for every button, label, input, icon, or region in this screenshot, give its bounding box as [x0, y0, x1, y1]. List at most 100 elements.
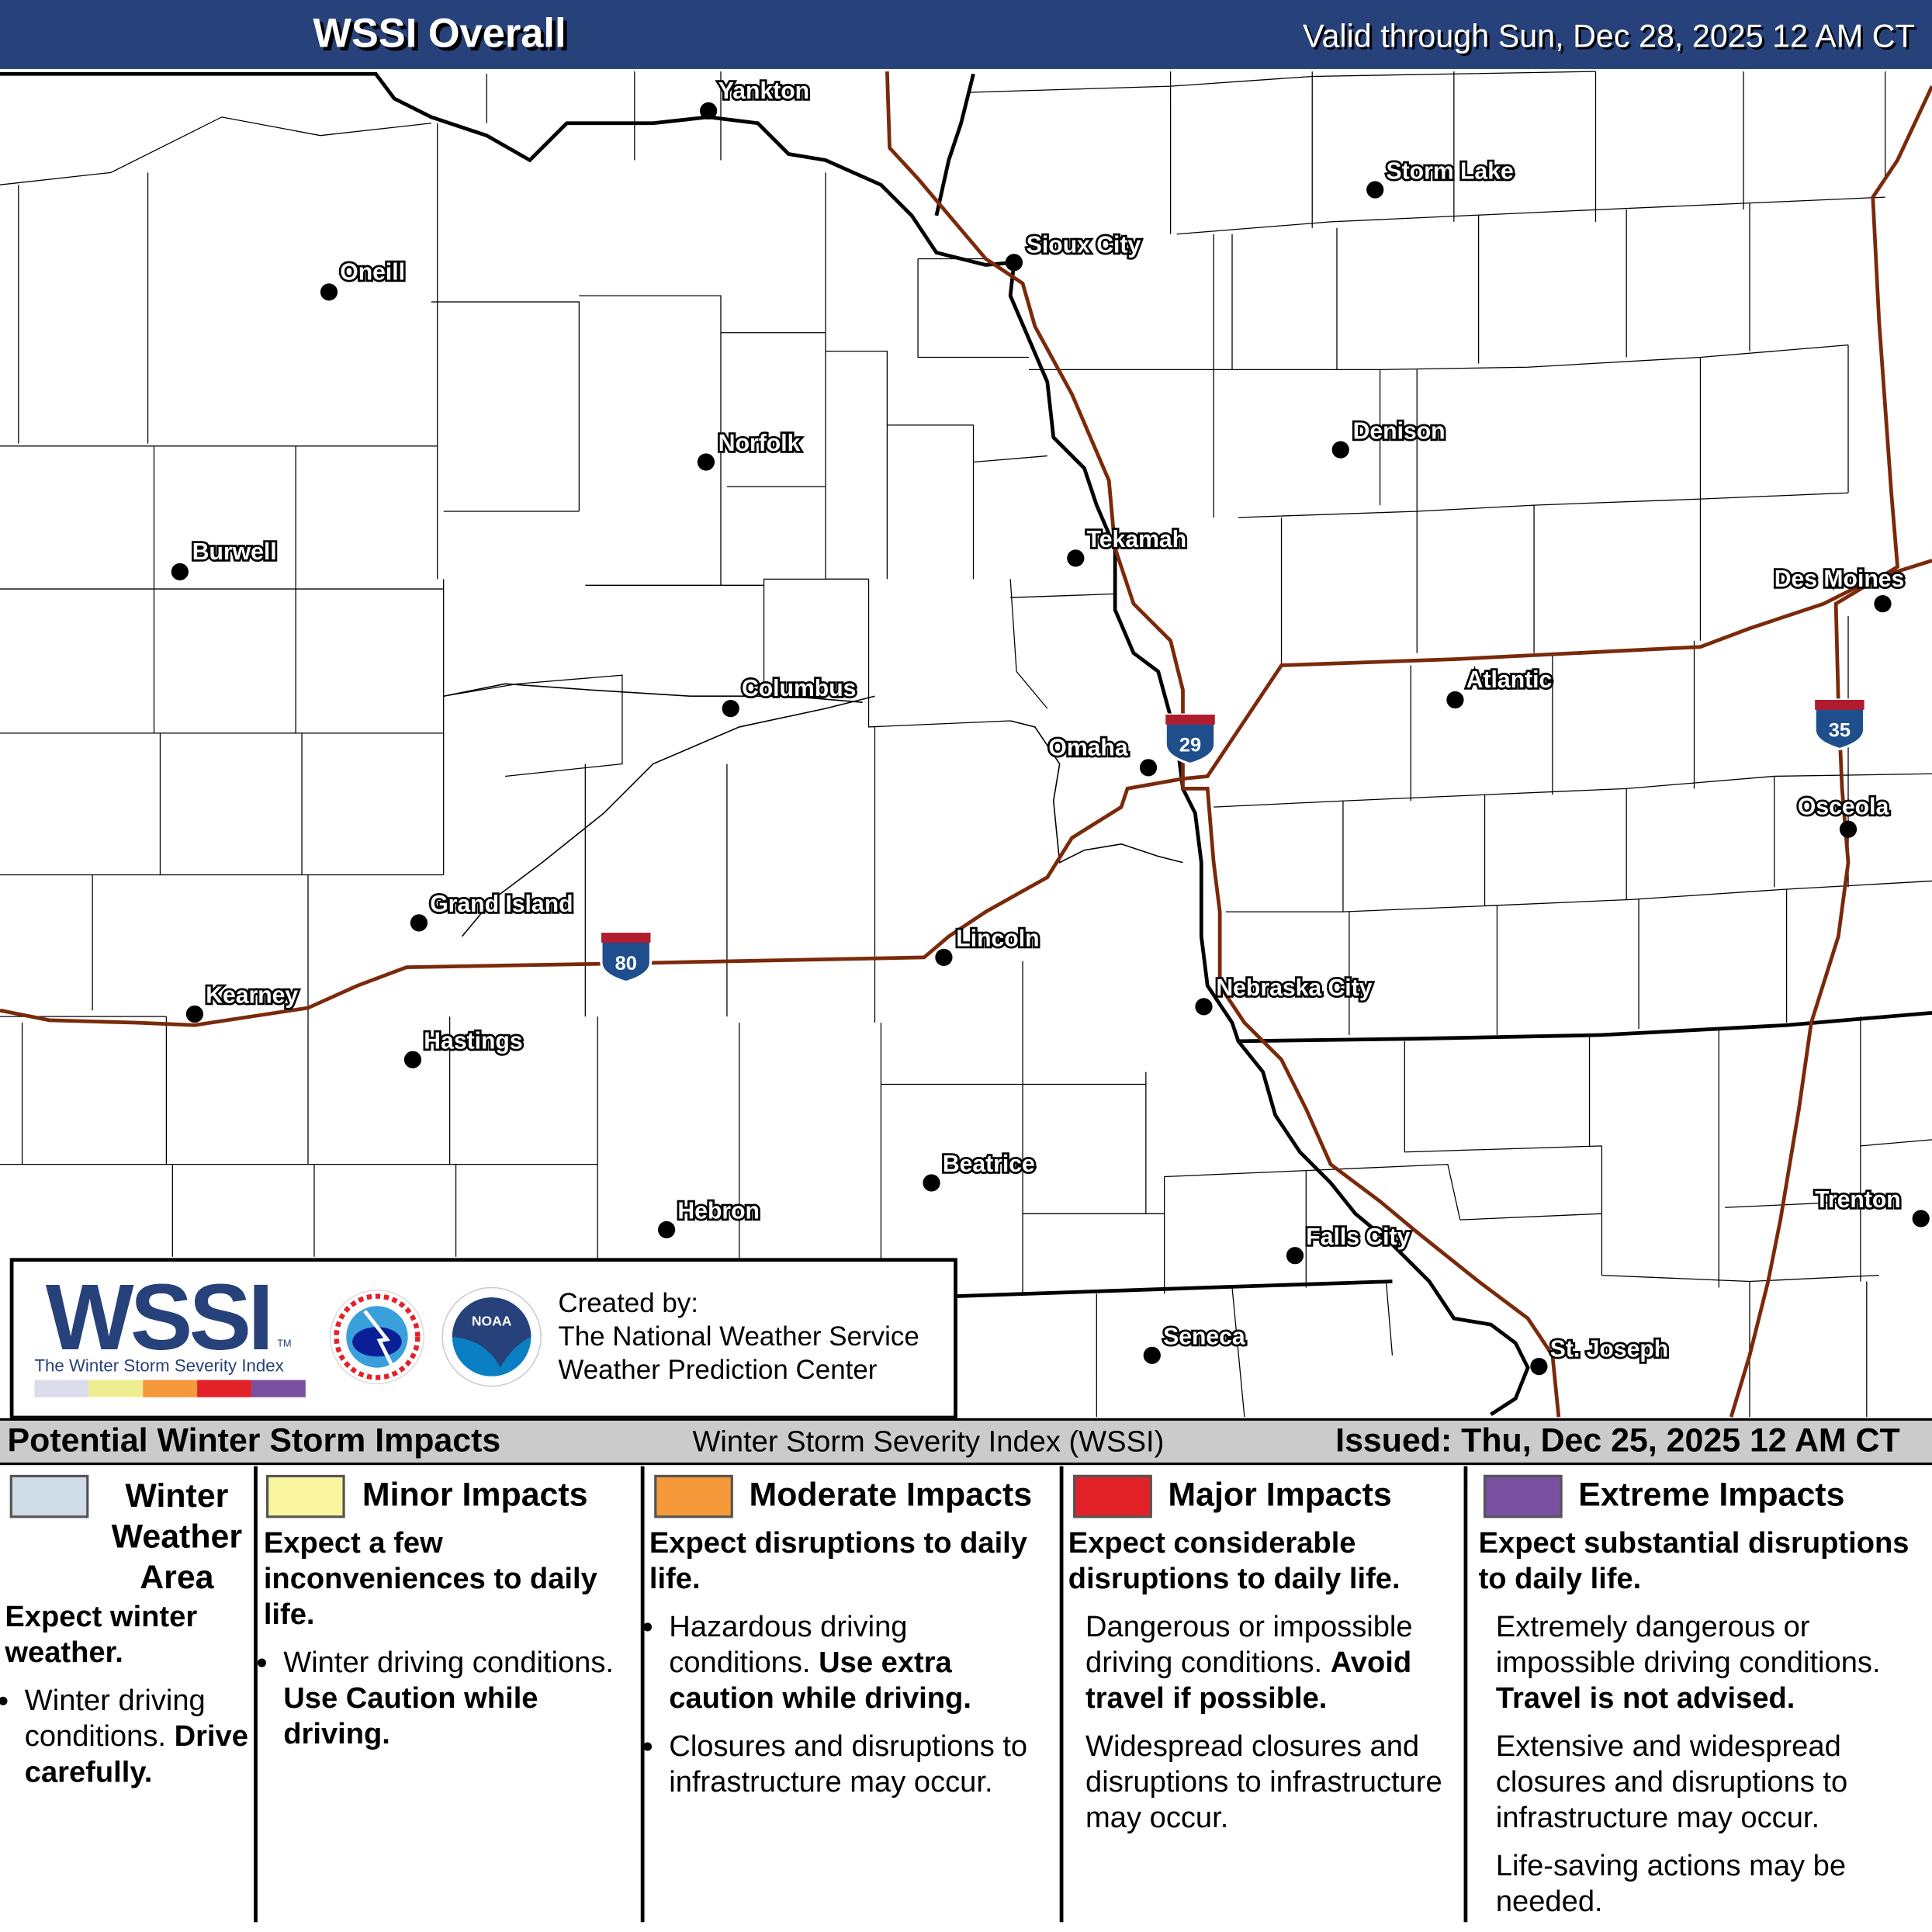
legend-item: Dangerous or impossible driving conditio…: [1085, 1609, 1460, 1716]
legend-item: Extensive and widespread closures and di…: [1496, 1729, 1928, 1836]
city-dot: [1874, 595, 1892, 613]
city-dot: [935, 948, 953, 966]
city-dot: [320, 283, 338, 301]
divider: [1059, 1466, 1064, 1923]
color-swatch: [197, 1380, 251, 1397]
svg-text:NOAA: NOAA: [472, 1314, 512, 1329]
city-label: Kearney: [206, 983, 298, 1009]
city-label: Nebraska City: [1216, 975, 1372, 1001]
city-marker: Nebraska City: [1195, 973, 1375, 1016]
legend-item: Extremely dangerous or impossible drivin…: [1496, 1609, 1928, 1716]
index-name: Winter Storm Severity Index (WSSI): [692, 1425, 1165, 1459]
credit-text: Created by: The National Weather Service…: [558, 1286, 919, 1387]
city-label: Omaha: [1048, 735, 1127, 760]
item-text: Extensive and widespread closures and di…: [1495, 1729, 1848, 1835]
logo-box: WSSI TM The Winter Storm Severity Index …: [9, 1258, 957, 1420]
county-lines: [0, 71, 1932, 1418]
city-label: Atlantic: [1466, 667, 1553, 693]
item-text: Dangerous or impossible driving conditio…: [1085, 1610, 1413, 1680]
noaa-logo-icon: NOAA: [441, 1286, 542, 1387]
credit-line: Weather Prediction Center: [558, 1354, 878, 1385]
city-marker: Kearney: [185, 981, 300, 1023]
legend-swatch: [654, 1474, 733, 1518]
city-marker: Burwell: [171, 537, 279, 580]
legend-headline: Expect disruptions to daily life.: [649, 1526, 1027, 1596]
legend-label: Moderate Impacts: [749, 1476, 1033, 1514]
color-swatch: [143, 1380, 198, 1397]
severity-color-bar: [34, 1380, 306, 1397]
city-dot: [1139, 759, 1158, 777]
item-text: Winter driving conditions.: [283, 1646, 615, 1680]
credit-line: Created by:: [558, 1287, 698, 1319]
city-label: Columbus: [742, 676, 856, 701]
item-text: Closures and disruptions to infrastructu…: [669, 1729, 1028, 1799]
city-label: Osceola: [1798, 795, 1889, 820]
city-marker: Lincoln: [935, 924, 1041, 966]
legend-item: Hazardous driving conditions. Use extra …: [669, 1609, 1056, 1716]
issued-time: Issued: Thu, Dec 25, 2025 12 AM CT: [1335, 1421, 1900, 1459]
city-label: Norfolk: [718, 431, 801, 456]
interstate-35-shield: 35: [1813, 698, 1866, 751]
item-emphasis: Use extra caution while driving.: [669, 1646, 971, 1716]
city-dot: [1366, 181, 1384, 199]
city-label: Seneca: [1163, 1324, 1245, 1350]
city-dot: [1912, 1210, 1930, 1227]
city-marker: Sioux City: [1005, 230, 1143, 272]
city-marker: Yankton: [699, 76, 812, 120]
city-dot: [1286, 1247, 1304, 1265]
city-marker: Atlantic: [1446, 665, 1554, 709]
city-marker: Falls City: [1286, 1222, 1412, 1265]
map: 80 29 35 Yankton Storm Lake Sioux City Onei…: [0, 71, 1932, 1418]
city-dot: [1143, 1346, 1161, 1364]
city-dot: [722, 699, 739, 718]
city-marker: Denison: [1331, 417, 1447, 459]
city-marker: Oneill: [320, 258, 407, 301]
city-label: Storm Lake: [1387, 158, 1514, 184]
city-label: Hastings: [424, 1028, 522, 1054]
legend-title: Potential Winter Storm Impacts: [7, 1421, 501, 1459]
item-text: Hazardous driving conditions.: [669, 1610, 908, 1680]
color-swatch: [88, 1380, 144, 1397]
interstate-80-label: 80: [615, 953, 637, 975]
agency-logos: NOAA: [329, 1286, 542, 1387]
item-emphasis: Drive carefully.: [24, 1719, 248, 1789]
city-label: Des Moines: [1774, 566, 1905, 592]
city-label: Grand Island: [430, 892, 573, 917]
city-dot: [1530, 1357, 1548, 1376]
city-marker: Tekamah: [1067, 525, 1189, 567]
color-swatch: [34, 1380, 89, 1397]
state-borders: [0, 71, 1932, 1417]
legend-label: Extreme Impacts: [1578, 1476, 1845, 1514]
valid-time: Valid through Sun, Dec 28, 2025 12 AM CT: [1302, 17, 1915, 54]
item-text: Widespread closures and disruptions to i…: [1085, 1729, 1442, 1835]
legend-item: Winter driving conditions. Use Caution w…: [283, 1645, 639, 1752]
city-marker: Storm Lake: [1366, 156, 1516, 199]
legend-label: Major Impacts: [1168, 1476, 1392, 1514]
city-dot: [657, 1220, 676, 1238]
legend-headline: Expect substantial disruptions to daily …: [1478, 1526, 1909, 1596]
interstate-shields: 80 29 35: [600, 698, 1866, 984]
item-emphasis: Travel is not advised.: [1495, 1681, 1795, 1716]
city-dot: [1331, 441, 1349, 459]
divider: [254, 1466, 258, 1923]
legend-swatch: [266, 1474, 345, 1518]
color-swatch: [251, 1380, 306, 1397]
legend-headline: Expect winter weather.: [5, 1600, 198, 1670]
city-label: Oneill: [340, 259, 405, 285]
item-text: Extremely dangerous or impossible drivin…: [1495, 1610, 1881, 1680]
legend-column: Expect disruptions to daily life. Hazardo…: [649, 1525, 1056, 1932]
city-dot: [1839, 820, 1858, 838]
legend-column: Expect a few inconveniences to daily lif…: [264, 1525, 639, 1932]
header: WSSI Overall Valid through Sun, Dec 28, …: [0, 0, 1932, 69]
interstate-29-shield: 29: [1164, 713, 1217, 766]
legend-column: Expect substantial disruptions to daily …: [1479, 1525, 1929, 1932]
legend-title-bar: Potential Winter Storm Impacts Winter St…: [0, 1418, 1932, 1466]
city-dot: [403, 1051, 422, 1068]
city-label: Burwell: [192, 539, 277, 565]
city-dot: [410, 914, 428, 932]
city-label: Denison: [1353, 418, 1446, 444]
legend-item: Life-saving actions may be needed.: [1496, 1848, 1928, 1920]
city-dot: [1067, 549, 1085, 567]
city-marker: Trenton: [1813, 1185, 1930, 1227]
